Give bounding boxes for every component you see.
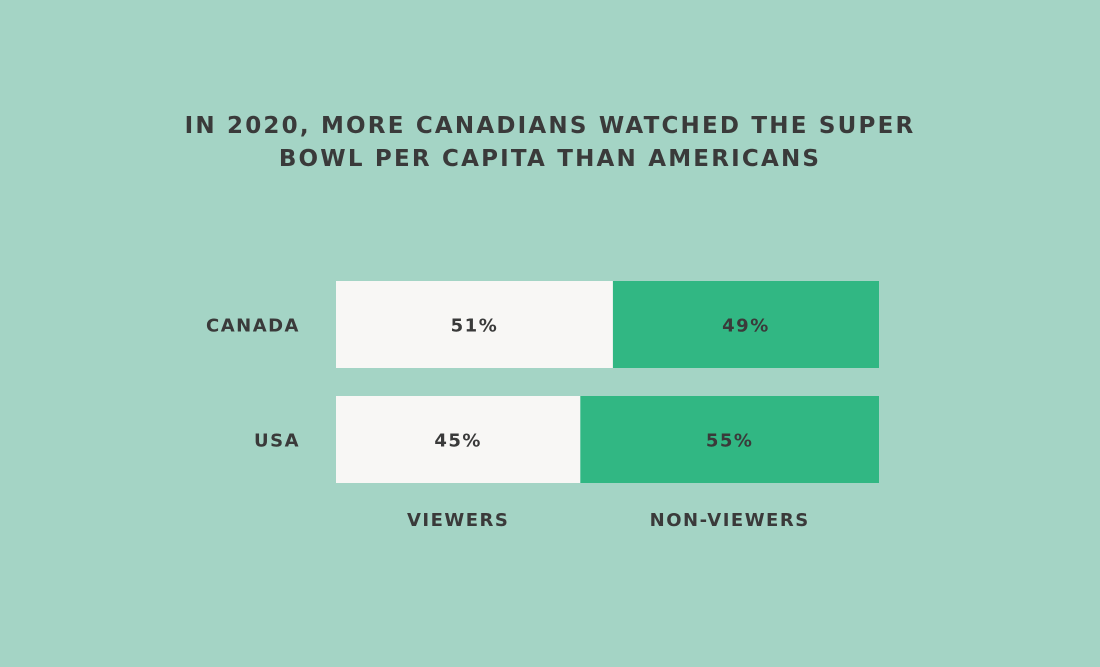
category-label-usa: USA: [254, 431, 300, 452]
data-label-usa-non-viewers: 55%: [706, 431, 754, 452]
legend-label-non-viewers: NON-VIEWERS: [650, 510, 810, 531]
category-label-canada: CANADA: [206, 316, 300, 337]
data-label-usa-viewers: 45%: [434, 431, 482, 452]
bar-canada-non-viewers: [612, 281, 879, 368]
data-label-canada-non-viewers: 49%: [722, 316, 770, 337]
chart-title-line-2: BOWL PER CAPITA THAN AMERICANS: [278, 146, 822, 172]
legend-label-viewers: VIEWERS: [407, 510, 509, 531]
bar-canada-viewers: [336, 281, 613, 368]
chart-title-line-1: IN 2020, MORE CANADIANS WATCHED THE SUPE…: [184, 113, 916, 139]
bar-usa-non-viewers: [580, 396, 879, 483]
data-label-canada-viewers: 51%: [451, 316, 499, 337]
bar-usa-viewers: [336, 396, 581, 483]
chart-title: IN 2020, MORE CANADIANS WATCHED THE SUPE…: [0, 110, 1100, 176]
